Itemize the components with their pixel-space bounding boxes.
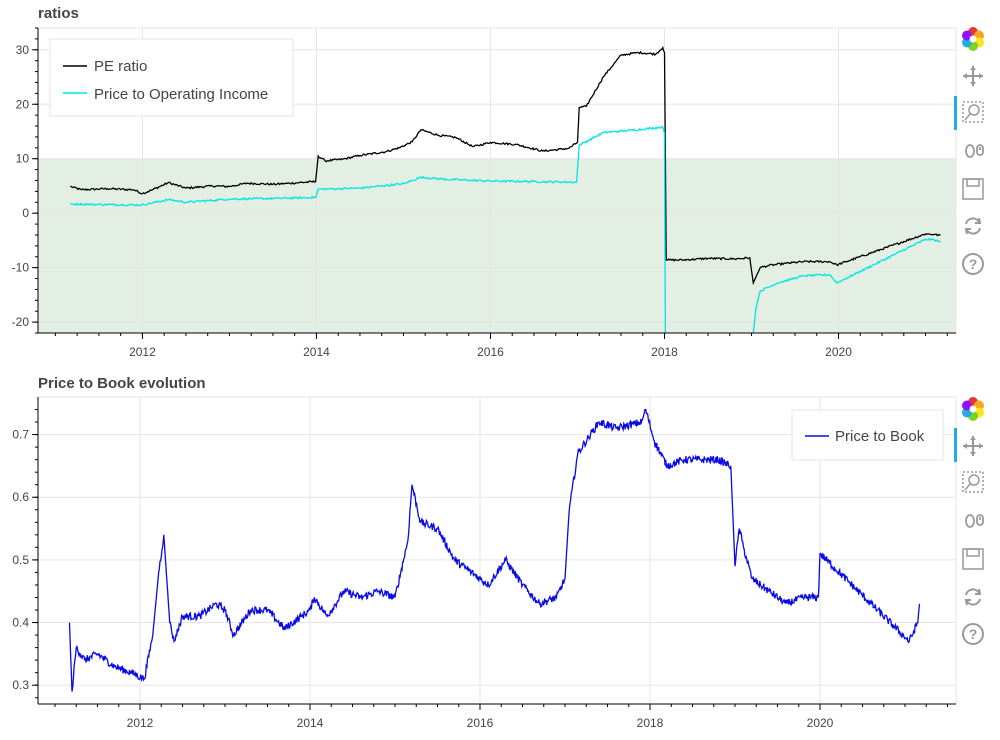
series-lines bbox=[70, 45, 941, 333]
y-tick-label: 0.5 bbox=[12, 553, 29, 567]
x-tick-label: 2012 bbox=[127, 716, 154, 730]
y-tick-label: 30 bbox=[16, 43, 30, 57]
legend-label-poi: Price to Operating Income bbox=[94, 86, 268, 103]
help-icon[interactable]: ? bbox=[962, 623, 984, 645]
series-line-price-to-book bbox=[68, 408, 921, 692]
svg-text:?: ? bbox=[969, 626, 978, 642]
y-tick-label: 0 bbox=[22, 206, 29, 220]
wheel-zoom-icon[interactable] bbox=[965, 144, 984, 158]
grid-lines bbox=[38, 397, 956, 704]
ptb-plot-title: Price to Book evolution bbox=[38, 375, 206, 392]
y-tick-label: -10 bbox=[12, 261, 30, 275]
toolbar-bottom: ? bbox=[954, 397, 984, 645]
y-tick-label: -20 bbox=[12, 315, 30, 329]
bokeh-logo-icon[interactable] bbox=[962, 27, 984, 51]
box-zoom-icon[interactable] bbox=[962, 471, 984, 493]
x-tick-label: 2020 bbox=[807, 716, 834, 730]
x-tick-label: 2016 bbox=[477, 345, 504, 359]
reset-icon[interactable] bbox=[964, 217, 982, 235]
series-line-price-to-operating-income bbox=[70, 125, 667, 333]
legend: Price to Book bbox=[791, 409, 944, 461]
x-tick-label: 2014 bbox=[297, 716, 324, 730]
reset-icon[interactable] bbox=[964, 588, 982, 606]
svg-text:?: ? bbox=[969, 256, 978, 272]
help-icon[interactable]: ? bbox=[962, 253, 984, 275]
y-tick-label: 20 bbox=[16, 97, 30, 111]
active-tool-indicator bbox=[954, 96, 957, 130]
pan-icon[interactable] bbox=[963, 66, 983, 86]
ratios-plot: ratios 2012 2014 2016 2018 2020 -20 -10 0 10 20 30… bbox=[12, 5, 957, 359]
box-zoom-icon[interactable] bbox=[962, 101, 984, 123]
series-line-pe-ratio bbox=[70, 45, 941, 286]
x-tick-label: 2014 bbox=[303, 345, 330, 359]
pan-icon[interactable] bbox=[963, 436, 983, 456]
legend-box bbox=[791, 409, 944, 461]
active-tool-indicator bbox=[954, 428, 957, 462]
wheel-zoom-icon[interactable] bbox=[965, 514, 984, 528]
bokeh-logo-icon[interactable] bbox=[962, 397, 984, 421]
axes: 2012 2014 2016 2018 2020 -20 -10 0 10 20 30 bbox=[12, 27, 956, 359]
x-tick-label: 2012 bbox=[129, 345, 156, 359]
series-line-price-to-operating-income-segment-2 bbox=[752, 237, 941, 333]
series-lines bbox=[68, 408, 921, 692]
y-tick-label: 0.3 bbox=[12, 678, 29, 692]
x-tick-label: 2020 bbox=[825, 345, 852, 359]
y-tick-label: 0.6 bbox=[12, 490, 29, 504]
y-tick-label: 0.4 bbox=[12, 616, 29, 630]
legend-box bbox=[49, 38, 294, 117]
x-tick-label: 2018 bbox=[651, 345, 678, 359]
price-to-book-plot: Price to Book evolution 2012 2014 2016 2018… bbox=[12, 375, 957, 730]
x-tick-label: 2018 bbox=[637, 716, 664, 730]
legend-label-pe: PE ratio bbox=[94, 58, 147, 75]
y-tick-label: 0.7 bbox=[12, 428, 29, 442]
toolbar-top: ? bbox=[954, 27, 984, 275]
ratios-plot-title: ratios bbox=[38, 5, 79, 22]
save-icon[interactable] bbox=[962, 548, 984, 570]
legend-label-ptb: Price to Book bbox=[835, 428, 925, 445]
y-tick-label: 10 bbox=[16, 152, 30, 166]
x-tick-label: 2016 bbox=[467, 716, 494, 730]
save-icon[interactable] bbox=[962, 178, 984, 200]
legend: PE ratio Price to Operating Income bbox=[49, 38, 294, 117]
axes: 2012 2014 2016 2018 2020 0.3 0.4 0.5 0.6 0.7 bbox=[12, 397, 956, 730]
